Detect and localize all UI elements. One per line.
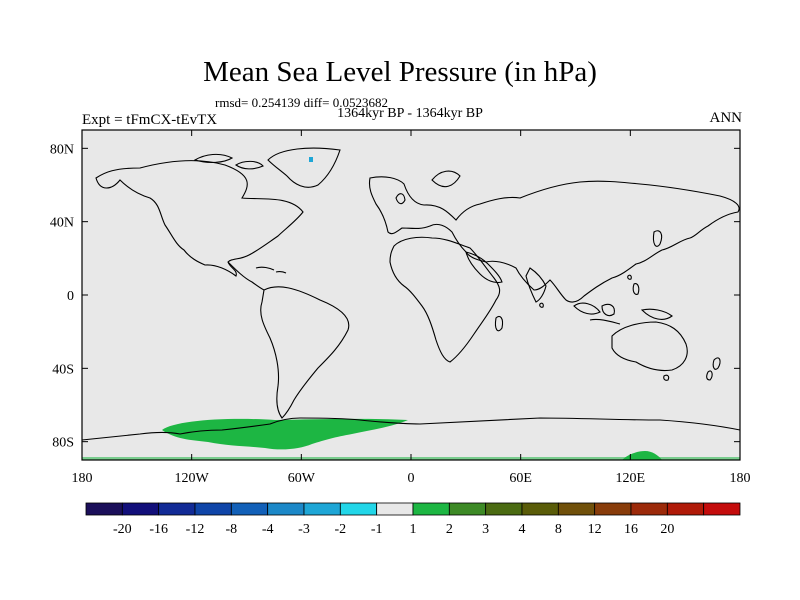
colorbar-swatch	[121, 502, 160, 516]
y-tick-label: 40N	[50, 216, 74, 231]
x-tick-label: 180	[730, 471, 751, 486]
colorbar-label: -4	[262, 522, 274, 537]
colorbar-label: 1	[410, 522, 417, 537]
colorbar-label: -2	[334, 522, 346, 537]
x-tick-label: 120W	[175, 471, 210, 486]
x-tick-label: 0	[408, 471, 415, 486]
colorbar: -20 -16 -12 -8 -4 -3 -2 -1 1 2 3 4 8 12 16 20	[85, 502, 741, 537]
x-tick-label: 60W	[288, 471, 316, 486]
colorbar-label: 4	[519, 522, 526, 537]
colorbar-label: -16	[149, 522, 168, 537]
greenland-negative-anomaly	[309, 157, 313, 162]
colorbar-swatch	[303, 502, 341, 516]
coastlines	[81, 147, 741, 441]
colorbar-label: 20	[660, 522, 674, 537]
colorbar-swatch	[412, 502, 450, 516]
x-tick-label: 120E	[616, 471, 646, 486]
colorbar-label: 16	[624, 522, 638, 537]
y-tick-label: 0	[67, 289, 74, 304]
colorbar-swatch	[666, 502, 705, 516]
season-label: ANN	[709, 110, 743, 126]
colorbar-swatch	[594, 502, 632, 516]
experiment-label: Expt = tFmCX-tEvTX	[82, 112, 218, 128]
y-tick-label: 80N	[50, 142, 74, 157]
x-tick-label: 60E	[509, 471, 532, 486]
colorbar-swatch	[267, 502, 305, 516]
colorbar-swatch	[85, 502, 123, 516]
colorbar-label: -1	[371, 522, 383, 537]
colorbar-swatch	[194, 502, 232, 516]
stats-text: rmsd= 0.254139 diff= 0.0523682	[215, 95, 388, 110]
y-tick-label: 40S	[52, 362, 74, 377]
colorbar-label: -8	[225, 522, 237, 537]
colorbar-label: 12	[588, 522, 602, 537]
colorbar-swatch	[557, 502, 596, 516]
y-tick-label: 80S	[52, 436, 74, 451]
colorbar-swatch	[448, 502, 487, 516]
colorbar-label: 2	[446, 522, 453, 537]
colorbar-swatch	[521, 502, 559, 516]
colorbar-label: 3	[482, 522, 489, 537]
colorbar-label: -12	[186, 522, 205, 537]
colorbar-swatch	[630, 502, 668, 516]
colorbar-swatch	[158, 502, 196, 516]
colorbar-swatch	[230, 502, 269, 516]
y-axis: 80N 40N 0 40S 80S	[50, 142, 740, 451]
colorbar-swatch	[339, 502, 378, 516]
colorbar-label: -20	[113, 522, 132, 537]
colorbar-swatch	[485, 502, 523, 516]
x-axis: 180 120W 60W 0 60E 120E 180	[72, 130, 751, 486]
antarctic-positive-anomaly	[162, 418, 408, 450]
colorbar-label: 8	[555, 522, 562, 537]
colorbar-swatch	[376, 502, 414, 516]
x-tick-label: 180	[72, 471, 93, 486]
chart-title: Mean Sea Level Pressure (in hPa)	[203, 56, 597, 88]
colorbar-label: -3	[298, 522, 310, 537]
colorbar-swatch	[703, 502, 741, 516]
period-label: 1364kyr BP - 1364kyr BP	[337, 106, 483, 121]
map-background	[82, 130, 740, 460]
